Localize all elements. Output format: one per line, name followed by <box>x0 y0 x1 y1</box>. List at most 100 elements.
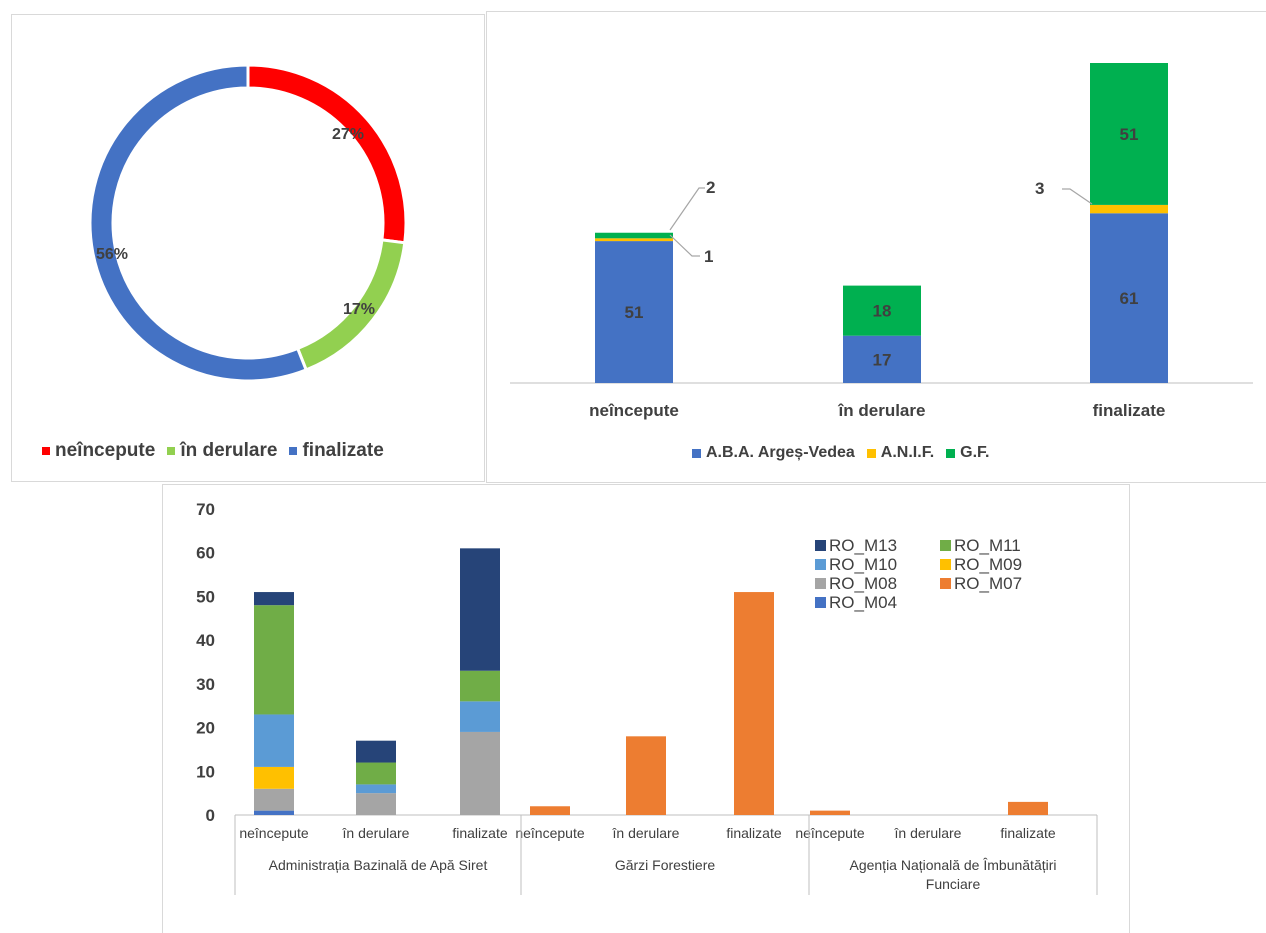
y-tick-label: 50 <box>196 587 215 606</box>
stacked-bar-chart: 51 neîncepute 17 18 în derulare 61 51 finalizat… <box>510 63 1253 420</box>
donut-slice <box>88 63 309 383</box>
legend-label: RO_M10 <box>829 555 897 574</box>
bar-segment <box>254 605 294 715</box>
legend-swatch <box>289 447 298 455</box>
bar-segment <box>530 806 570 815</box>
x-tick-label: neîncepute <box>795 825 864 841</box>
y-tick-label: 60 <box>196 544 215 563</box>
x-tick-label: finalizate <box>1000 825 1055 841</box>
stacked-bar-chart-panel: 51 neîncepute 17 18 în derulare 61 51 finalizat… <box>486 11 1266 483</box>
y-tick-label: 0 <box>206 806 215 825</box>
bar-segment <box>1090 213 1168 383</box>
leader-line <box>669 234 700 257</box>
legend-label: RO_M13 <box>829 536 897 555</box>
y-tick-label: 40 <box>196 631 215 650</box>
bar-segment <box>626 736 666 815</box>
legend-swatch <box>946 448 956 458</box>
group-label: Funciare <box>926 876 981 892</box>
donut-data-label: 27% <box>332 126 364 143</box>
legend-label: RO_M07 <box>954 574 1022 593</box>
bar-segment <box>595 238 673 242</box>
y-tick-label: 20 <box>196 719 215 738</box>
legend-item: în derulare <box>167 440 277 462</box>
legend-swatch <box>692 448 701 458</box>
bar-segment <box>254 788 294 811</box>
x-tick-label: neîncepute <box>239 825 308 841</box>
x-tick-label: neîncepute <box>589 401 679 420</box>
legend-swatch <box>866 448 876 458</box>
legend-label: RO_M08 <box>829 574 897 593</box>
x-tick-label: în derulare <box>342 825 410 841</box>
bar-data-label: 1 <box>704 247 713 266</box>
legend-label: în derulare <box>180 440 278 461</box>
bar-data-label: 51 <box>625 303 644 322</box>
bar-data-label: 51 <box>1120 125 1139 144</box>
legend-label: A.B.A. Argeș-Vedea <box>706 444 855 461</box>
bar-segment <box>595 241 673 383</box>
x-tick-label: finalizate <box>452 825 507 841</box>
bar-segment <box>254 810 294 815</box>
x-tick-label: neîncepute <box>515 825 584 841</box>
leader-line <box>669 187 705 231</box>
legend-swatch <box>815 578 826 589</box>
y-tick-label: 30 <box>196 675 215 694</box>
bar-segment <box>460 731 500 815</box>
bar-segment <box>356 784 396 794</box>
donut-data-label: 17% <box>343 301 375 318</box>
x-tick-label: în derulare <box>612 825 680 841</box>
y-tick-label: 10 <box>196 762 215 781</box>
bar-segment <box>843 335 921 383</box>
legend-swatch <box>42 447 50 455</box>
bar-segment <box>1008 801 1048 815</box>
legend-swatch <box>940 540 951 551</box>
bar-segment <box>1090 63 1168 205</box>
bar-segment <box>460 548 500 671</box>
bar-segment <box>460 701 500 732</box>
grouped-stacked-bar-chart-panel: 0 10 20 30 40 50 60 70 neîncepute în derulare fina… <box>162 484 1130 933</box>
legend-swatch <box>940 578 951 589</box>
x-tick-label: finalizate <box>726 825 781 841</box>
x-tick-label: în derulare <box>838 401 926 420</box>
legend-swatch <box>167 447 176 455</box>
bar-segment <box>356 740 396 763</box>
legend-label: RO_M04 <box>829 593 897 612</box>
stacked-bar-legend: A.B.A. Argeș-Vedea A.N.I.F. G.F. <box>692 442 1001 464</box>
donut-slice <box>246 63 408 245</box>
grouped-stacked-bar-chart: 0 10 20 30 40 50 60 70 neîncepute în derulare fina… <box>196 500 1098 895</box>
bar-segment <box>810 810 850 815</box>
group-label: Gărzi Forestiere <box>615 857 716 873</box>
legend-swatch <box>940 559 951 570</box>
legend-item: A.B.A. Argeș-Vedea <box>692 444 855 462</box>
bar-segment <box>254 766 294 789</box>
legend-swatch <box>815 559 826 570</box>
bar-segment <box>356 793 396 815</box>
x-tick-label: în derulare <box>894 825 962 841</box>
bar-data-label: 2 <box>706 178 715 197</box>
legend-item: finalizate <box>289 440 384 462</box>
donut-chart-panel: 27% 17% 56% neîncepute în derulare finalizat… <box>11 14 485 482</box>
donut-chart: 27% 17% 56% <box>88 63 408 383</box>
legend-item: neîncepute <box>42 440 155 462</box>
legend-swatch <box>815 597 826 608</box>
legend-swatch <box>815 540 826 551</box>
bar-segment <box>734 592 774 815</box>
group-label: Administrația Bazinală de Apă Siret <box>269 857 488 873</box>
legend-label: neîncepute <box>55 440 156 461</box>
legend-label: RO_M09 <box>954 555 1022 574</box>
legend-label: G.F. <box>960 444 990 461</box>
bar-data-label: 61 <box>1120 289 1139 308</box>
bar-segment <box>460 670 500 702</box>
bar-data-label: 17 <box>873 350 892 369</box>
legend-label: A.N.I.F. <box>880 444 935 461</box>
bar-segment <box>356 762 396 785</box>
bar-segment <box>254 592 294 606</box>
bar-segment <box>843 285 921 336</box>
donut-legend: neîncepute în derulare finalizate <box>42 439 396 463</box>
group-label: Agenția Națională de Îmbunătățiri <box>849 857 1056 873</box>
bar-data-label: 3 <box>1035 179 1044 198</box>
bar-segment <box>1090 204 1168 214</box>
bar-data-label: 18 <box>873 302 892 321</box>
bar-segment <box>595 232 673 239</box>
y-tick-label: 70 <box>196 500 215 519</box>
donut-data-label: 56% <box>96 246 128 263</box>
